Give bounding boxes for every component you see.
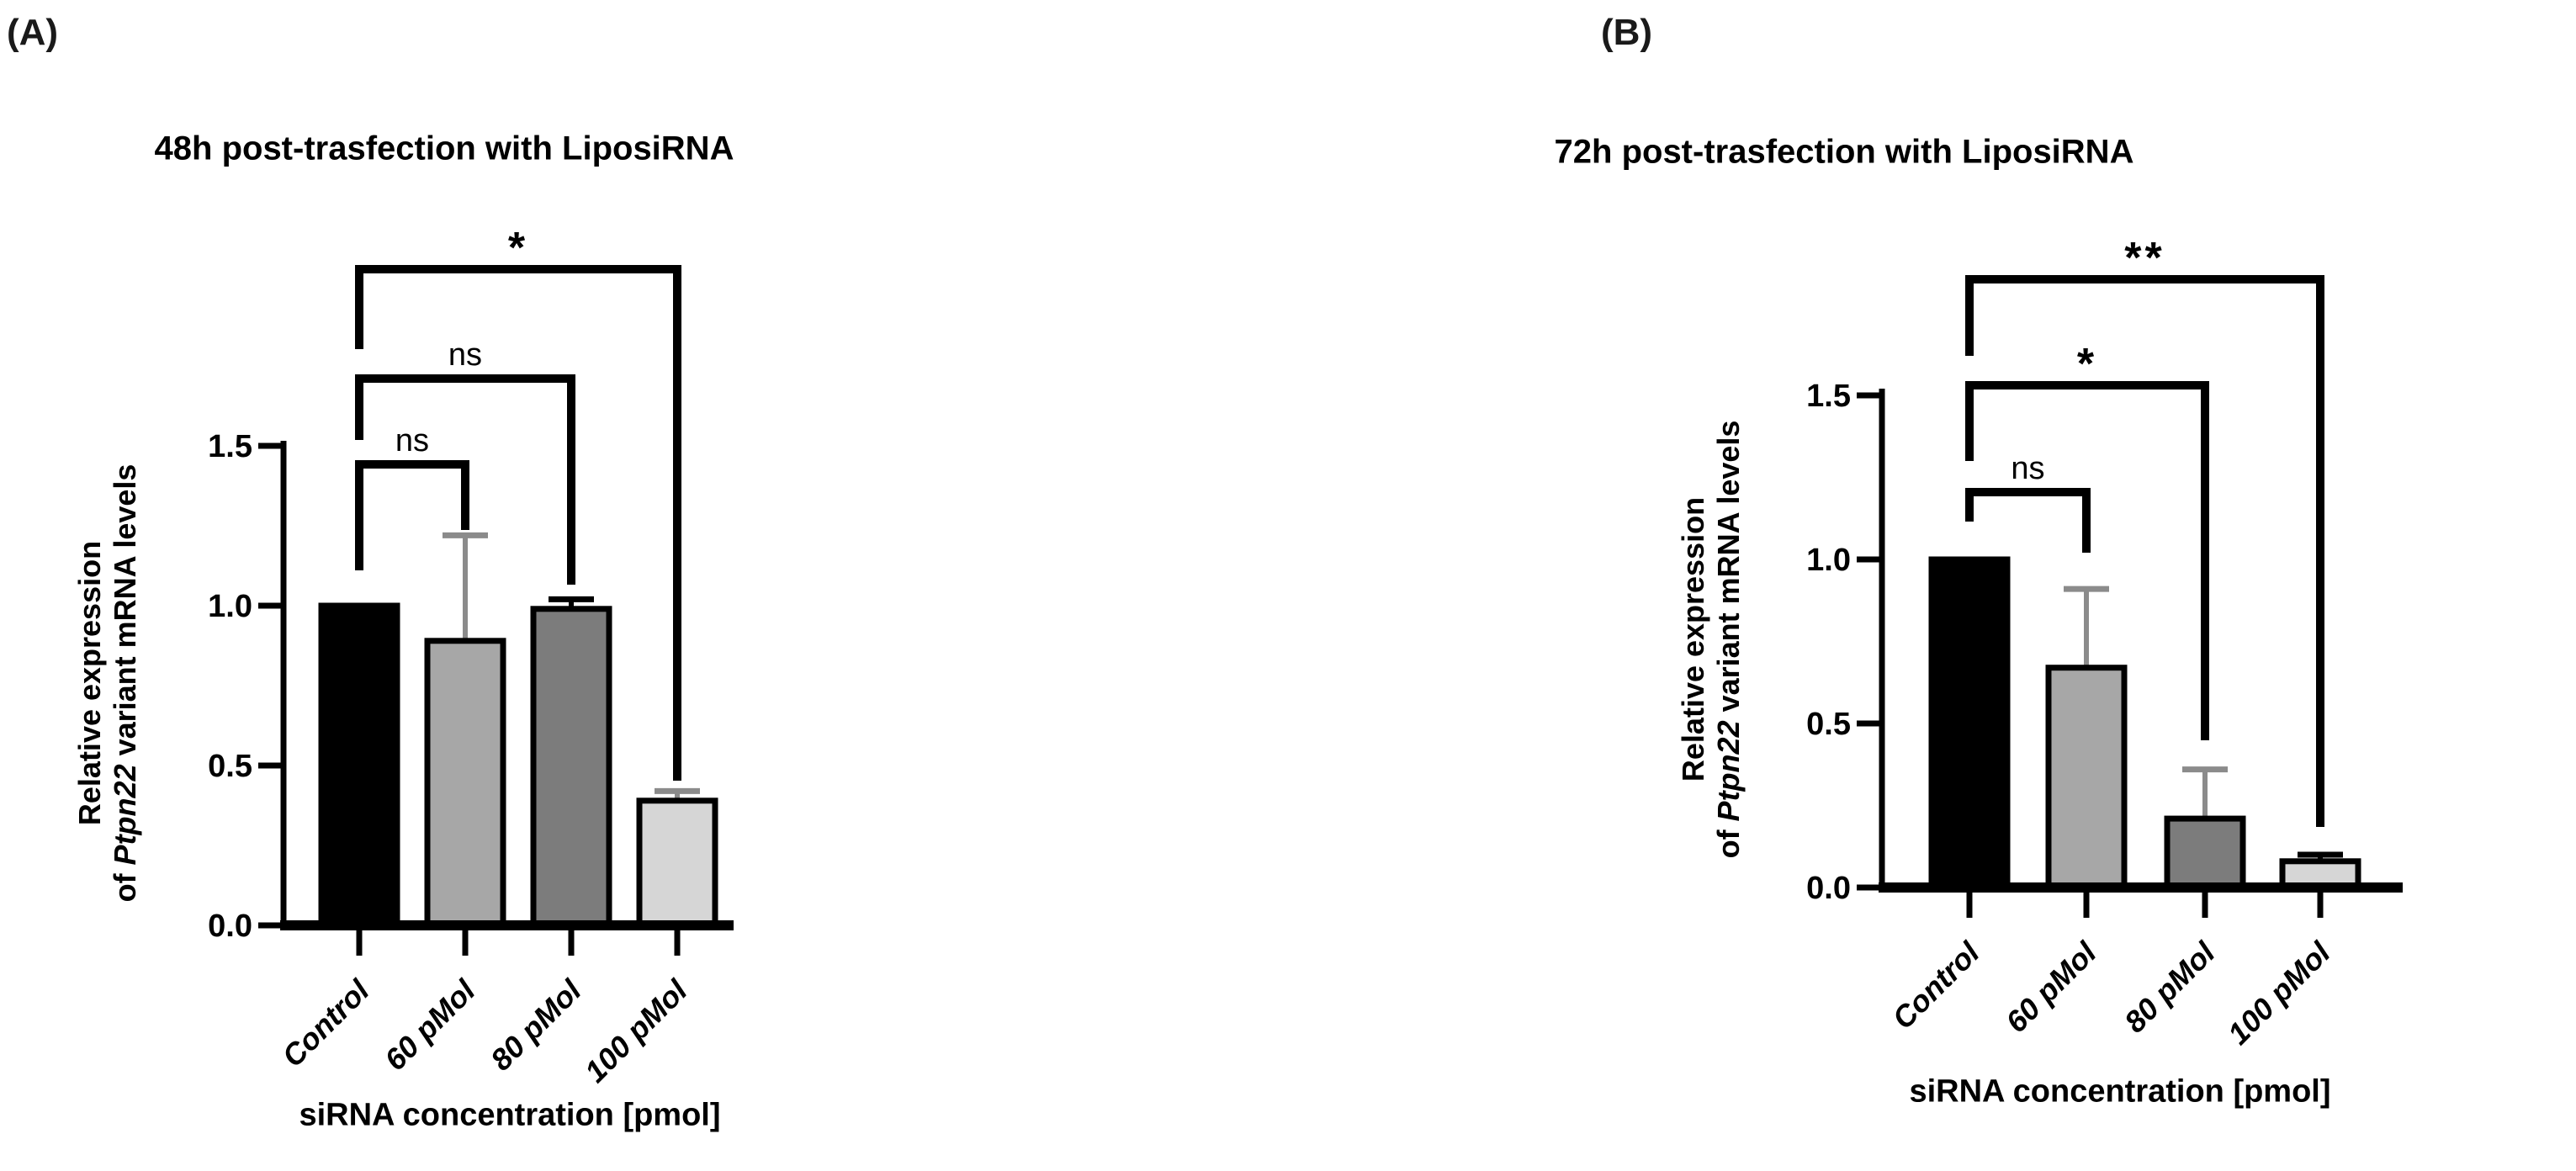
bar-60 pMol <box>2045 665 2128 891</box>
panel-a-title: 48h post-trasfection with LiposiRNA <box>154 130 734 167</box>
significance-label: * <box>2077 340 2097 389</box>
panel-a-letter: (A) <box>7 12 59 53</box>
x-tick-label: 80 pMol <box>2118 935 2222 1039</box>
y-tick-label: 1.5 <box>1806 379 1851 414</box>
x-tick-label: 80 pMol <box>484 972 588 1077</box>
significance-bracket-Control-80 pMol <box>1965 381 2209 740</box>
y-tick-label: 0.0 <box>208 909 252 944</box>
panel-b-x-axis-label: siRNA concentration [pmol] <box>1909 1073 2331 1110</box>
significance-label: ns <box>448 337 482 373</box>
y-tick-label: 0.5 <box>1806 707 1851 742</box>
bar-80 pMol <box>530 606 612 929</box>
significance-label: ** <box>2124 234 2165 283</box>
x-tick-label: 100 pMol <box>2221 935 2338 1052</box>
y-tick-label: 1.5 <box>208 429 252 464</box>
y-tick-label: 0.0 <box>1806 871 1851 906</box>
x-tick-label: 60 pMol <box>1999 935 2103 1039</box>
y-tick-label: 1.0 <box>1806 543 1851 578</box>
panel-a-x-axis-label: siRNA concentration [pmol] <box>299 1097 721 1133</box>
bar-80 pMol <box>2164 815 2246 891</box>
bar-Control <box>318 602 400 929</box>
x-tick-label: Control <box>275 972 376 1073</box>
significance-label: ns <box>395 423 429 458</box>
x-tick-label: Control <box>1885 935 1986 1036</box>
significance-bracket-Control-60 pMol <box>355 460 469 570</box>
bar-100 pMol <box>636 797 718 929</box>
bar-Control <box>1928 556 2011 891</box>
bar-60 pMol <box>424 638 506 929</box>
significance-label: * <box>508 224 528 273</box>
y-tick-label: 1.0 <box>208 589 252 624</box>
panel-b-letter: (B) <box>1601 12 1653 53</box>
y-tick-label: 0.5 <box>208 749 252 784</box>
x-tick-label: 100 pMol <box>578 972 695 1089</box>
significance-bracket-Control-80 pMol <box>355 374 575 585</box>
significance-bracket-Control-60 pMol <box>1965 488 2091 553</box>
x-tick-label: 60 pMol <box>378 972 482 1077</box>
significance-bracket-Control-100 pMol <box>355 265 681 781</box>
panel-b-title: 72h post-trasfection with LiposiRNA <box>1554 133 2134 171</box>
significance-label: ns <box>2011 451 2044 486</box>
significance-bracket-Control-100 pMol <box>1965 275 2324 827</box>
